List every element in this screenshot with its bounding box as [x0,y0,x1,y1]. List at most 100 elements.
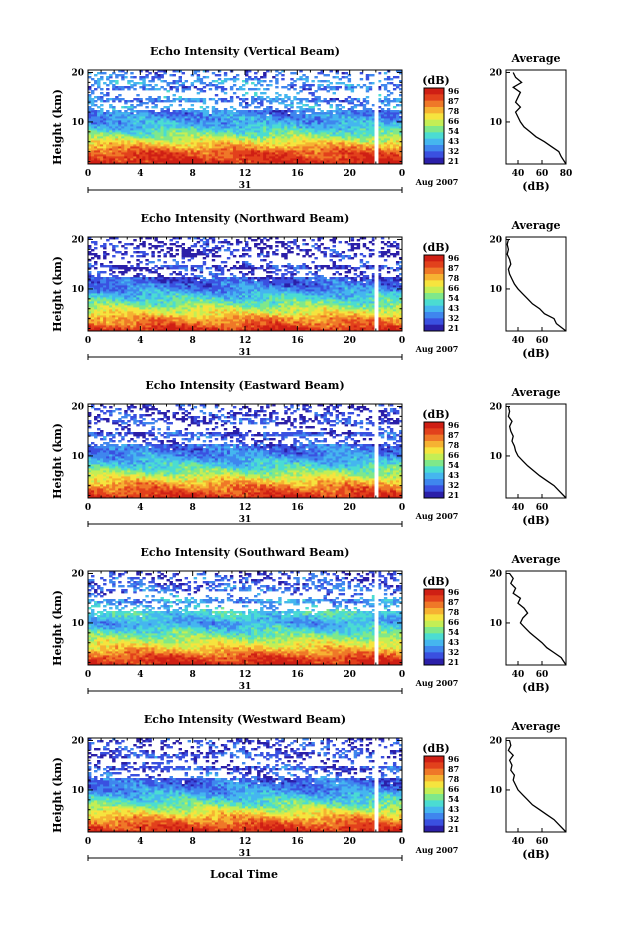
panel-title: Echo Intensity (Eastward Beam) [145,379,344,392]
colorbar-swatch [424,601,444,609]
colorbar-tick-label: 21 [448,657,459,667]
x-tick-label: 20 [343,503,356,513]
heatmap-cells [88,404,402,498]
colorbar-swatch [424,441,444,448]
y-axis-label: Height (km) [51,757,64,833]
colorbar-swatch [424,267,444,275]
panel-1: Echo Intensity (Northward Beam) 0 4 8 12 16 20… [51,212,567,360]
colorbar-swatch [424,800,444,807]
colorbar-swatch [424,261,444,268]
profile-x-tick-label: 60 [536,336,549,346]
y-tick-label: 10 [71,619,84,629]
colorbar-tick-label: 87 [448,597,459,607]
colorbar-swatch [424,787,444,795]
x-tick-label: 4 [137,336,143,346]
colorbar-swatch [424,775,444,782]
panel-3: Echo Intensity (Southward Beam) 0 4 8 12 16 20… [51,546,567,694]
colorbar-swatch [424,608,444,615]
profile-y-tick-label: 20 [489,235,502,245]
profile-y-tick-label: 20 [489,402,502,412]
colorbar-tick-label: 21 [448,156,459,166]
panel-4: Echo Intensity (Westward Beam) 0 4 8 12 16 20 0… [51,713,567,861]
colorbar-tick-label: 96 [448,86,460,96]
profile-x-tick-label: 80 [560,169,573,179]
colorbar-swatch [424,305,444,313]
profile-title: Average [510,386,560,399]
x-tick-label: 0 [85,837,91,847]
colorbar-swatch [424,781,444,788]
profile-x-tick-label: 40 [512,837,525,847]
colorbar-tick-label: 96 [448,420,460,430]
x-tick-label: 16 [291,670,304,680]
colorbar-swatch [424,138,444,146]
colorbar-swatch [424,768,444,776]
x-tick-label: 16 [291,169,304,179]
x-tick-label: 12 [239,336,252,346]
colorbar-swatch [424,422,444,429]
profile-title: Average [510,52,560,65]
colorbar-swatch [424,460,444,467]
x-tick-label: 8 [190,837,196,847]
colorbar-swatch [424,107,444,114]
colorbar-frame [423,421,445,499]
x-tick-label: 4 [137,169,143,179]
x-axis-title: Local Time [210,868,278,881]
colorbar-tick-label: 43 [448,637,460,647]
profile-line [507,740,567,833]
heatmap-cells [88,571,402,665]
colorbar-swatch [424,806,444,814]
colorbar-swatch [424,813,444,820]
colorbar-unit: (dB) [422,408,449,421]
profile-y-tick-label: 10 [489,786,502,796]
colorbar-tick-label: 21 [448,323,459,333]
x-tick-label: 0 [85,503,91,513]
profile-line [511,72,567,165]
y-tick-label: 20 [71,736,84,746]
colorbar-frame [423,588,445,666]
colorbar-swatch [424,627,444,634]
colorbar-swatch [424,589,444,596]
profile-line [507,406,567,499]
data-gap [374,738,379,832]
x-tick-label: 0 [399,336,405,346]
y-tick-label: 10 [71,786,84,796]
data-gap [374,237,379,331]
profile-line [506,239,567,332]
colorbar-swatch [424,472,444,480]
profile-x-tick-label: 60 [536,670,549,680]
x-tick-label: 12 [239,670,252,680]
colorbar-swatch [424,274,444,281]
colorbar-swatch [424,447,444,454]
x-tick-label: 16 [291,336,304,346]
profile-x-tick-label: 40 [512,169,525,179]
date-label: Aug 2007 [415,845,459,855]
profile-y-tick-label: 10 [489,118,502,128]
x-tick-label: 12 [239,503,252,513]
heatmap-cells [88,70,402,164]
colorbar-swatch [424,286,444,294]
colorbar-swatch [424,157,444,165]
profile-x-tick-label: 60 [536,169,549,179]
colorbar-swatch [424,485,444,492]
colorbar-swatch [424,119,444,127]
profile-x-label: (dB) [522,347,549,360]
colorbar-tick-label: 87 [448,430,459,440]
colorbar-swatch [424,825,444,833]
day-label: 31 [239,181,252,191]
profile-frame [505,236,567,332]
colorbar-unit: (dB) [422,241,449,254]
profile-x-label: (dB) [522,180,549,193]
x-tick-label: 0 [399,503,405,513]
date-label: Aug 2007 [415,511,459,521]
x-tick-label: 8 [190,169,196,179]
colorbar-tick-label: 87 [448,263,459,273]
profile-title: Average [510,219,560,232]
colorbar-tick-label: 78 [448,440,460,450]
colorbar-tick-label: 96 [448,587,460,597]
colorbar-tick-label: 87 [448,96,459,106]
colorbar-tick-label: 43 [448,136,460,146]
colorbar-tick-label: 54 [448,126,460,136]
colorbar-swatch [424,318,444,325]
date-label: Aug 2007 [415,678,459,688]
